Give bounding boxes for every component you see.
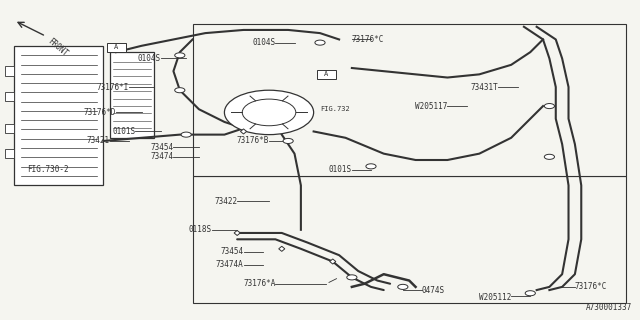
Text: A: A <box>324 71 328 77</box>
FancyBboxPatch shape <box>193 24 626 176</box>
Circle shape <box>525 291 536 296</box>
Text: 0118S: 0118S <box>189 225 212 234</box>
Text: 0104S: 0104S <box>138 54 161 63</box>
Text: FRONT: FRONT <box>46 36 70 58</box>
Text: 73454: 73454 <box>220 247 244 257</box>
Text: W205117: W205117 <box>415 101 447 111</box>
Bar <box>4 124 14 133</box>
Polygon shape <box>241 129 246 134</box>
Text: 0104S: 0104S <box>252 38 275 47</box>
Bar <box>4 92 14 101</box>
Text: 73474A: 73474A <box>216 260 244 269</box>
Circle shape <box>225 90 314 135</box>
Polygon shape <box>278 246 285 252</box>
Text: 73176*C: 73176*C <box>352 35 384 44</box>
Text: 73474: 73474 <box>150 152 173 161</box>
Text: 73176*B: 73176*B <box>237 136 269 146</box>
Circle shape <box>366 164 376 169</box>
Text: A730001337: A730001337 <box>586 303 632 312</box>
Text: A: A <box>114 44 118 50</box>
Circle shape <box>243 99 296 126</box>
Bar <box>109 52 154 138</box>
Text: FIG.732: FIG.732 <box>320 106 349 112</box>
Text: 0474S: 0474S <box>422 285 445 295</box>
FancyBboxPatch shape <box>193 176 626 303</box>
Text: FIG.730-2: FIG.730-2 <box>27 165 68 174</box>
Text: 0101S: 0101S <box>329 165 352 174</box>
Circle shape <box>175 88 185 93</box>
Polygon shape <box>234 230 240 236</box>
Bar <box>317 69 336 79</box>
Circle shape <box>175 53 185 58</box>
Text: 73176*C: 73176*C <box>575 282 607 292</box>
Bar <box>4 67 14 76</box>
Circle shape <box>544 104 554 108</box>
Text: 73176*A: 73176*A <box>243 279 275 288</box>
Text: 73421: 73421 <box>86 136 109 146</box>
Circle shape <box>347 275 357 280</box>
Bar <box>14 46 103 185</box>
Bar <box>4 149 14 158</box>
Circle shape <box>181 132 191 137</box>
Text: W205112: W205112 <box>479 293 511 302</box>
Circle shape <box>315 40 325 45</box>
Text: 73431T: 73431T <box>470 83 499 92</box>
Polygon shape <box>330 259 336 264</box>
Circle shape <box>397 284 408 289</box>
Circle shape <box>283 139 293 143</box>
Text: 73454: 73454 <box>150 143 173 152</box>
Text: 73176*D: 73176*D <box>84 108 116 117</box>
Text: 73176*I: 73176*I <box>97 83 129 92</box>
Text: 73422: 73422 <box>214 197 237 206</box>
Text: 0101S: 0101S <box>112 127 135 136</box>
Circle shape <box>544 154 554 159</box>
Bar <box>106 43 125 52</box>
